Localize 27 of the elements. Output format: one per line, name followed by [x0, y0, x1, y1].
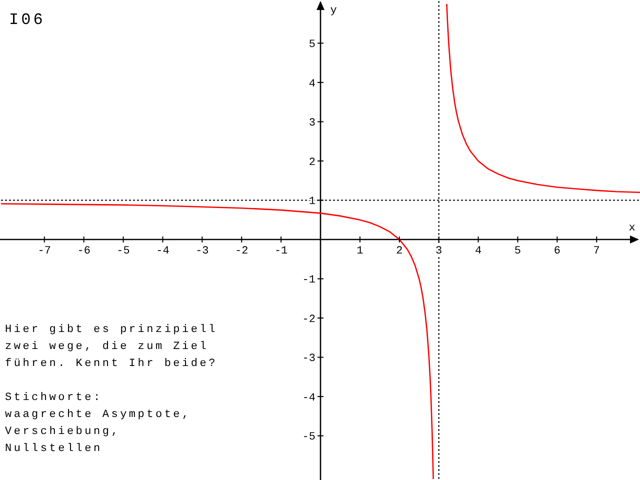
y-tick-label: 2 — [308, 156, 316, 169]
x-tick-label: -4 — [156, 246, 170, 258]
x-tick-label: 7 — [593, 246, 600, 258]
x-tick-label: 1 — [356, 246, 364, 258]
x-axis-title: x — [628, 222, 636, 234]
y-tick-label: -1 — [302, 274, 316, 287]
x-tick-label: 4 — [474, 246, 482, 258]
text: I06 — [9, 10, 46, 30]
x-tick-label: -3 — [196, 246, 209, 258]
y-tick-label: 5 — [308, 39, 316, 52]
x-tick-label: 5 — [514, 246, 522, 258]
x-tick-label: -6 — [77, 246, 90, 258]
y-tick-label: -2 — [302, 314, 316, 326]
y-axis-title: y — [330, 5, 338, 17]
x-tick-label: -2 — [235, 246, 248, 258]
y-tick-label: -3 — [302, 353, 316, 366]
x-tick-label: 2 — [396, 246, 403, 258]
x-tick-label: -5 — [116, 246, 130, 258]
y-tick-label: 4 — [308, 78, 316, 90]
y-tick-label: -5 — [302, 432, 316, 444]
x-tick-label: 6 — [554, 246, 560, 258]
x-tick-label: -1 — [274, 246, 288, 258]
y-tick-label: 3 — [308, 118, 316, 130]
annotation: Hier gibt es prinzipiell zwei wege, die zum Ziel führen. Kennt Ihr beide? — [5, 323, 218, 372]
x-tick-label: -7 — [38, 246, 51, 258]
y-tick-label: -4 — [302, 392, 316, 404]
annotation: Stichworte: waagrechte Asymptote, Verschiebung, Nullstellen — [5, 391, 192, 457]
